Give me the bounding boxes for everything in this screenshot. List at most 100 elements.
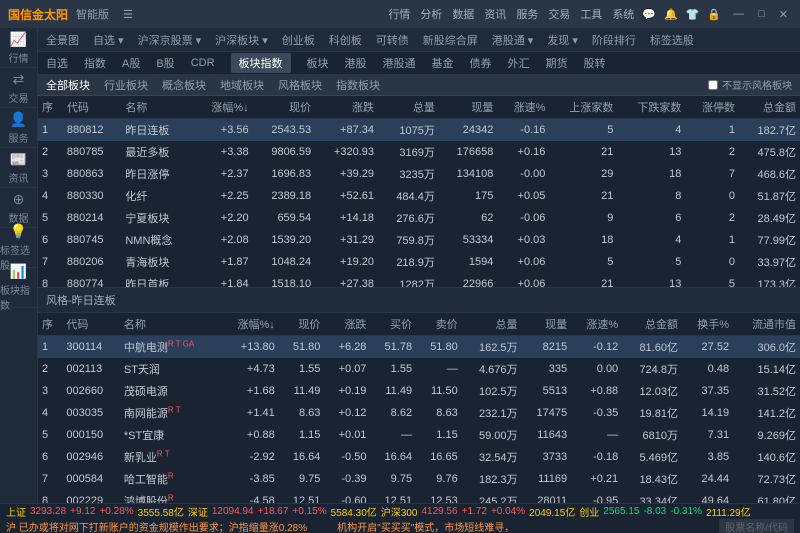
maximize-icon[interactable]: □ (754, 8, 769, 21)
tab-item[interactable]: 阶段排行 (592, 32, 636, 48)
col-header[interactable]: 现价 (253, 96, 315, 119)
tab-item[interactable]: 指数 (84, 55, 106, 71)
tab-item[interactable]: 发现 ▾ (547, 32, 578, 48)
col-header[interactable]: 涨幅%↓ (221, 313, 279, 336)
tab-item[interactable]: A股 (122, 55, 140, 71)
tab-item[interactable]: 全景图 (46, 32, 79, 48)
tab-item[interactable]: 风格板块 (278, 77, 322, 93)
col-header[interactable]: 买价 (370, 313, 416, 336)
col-header[interactable]: 涨速% (571, 313, 622, 336)
table-row[interactable]: 5000150*ST宜康+0.881.15+0.01—1.1559.00万116… (38, 424, 800, 446)
col-header[interactable]: 总量 (462, 313, 522, 336)
col-header[interactable]: 代码 (63, 96, 122, 119)
tab-item[interactable]: 港股 (345, 55, 367, 71)
top-menu-item[interactable]: 工具 (580, 6, 602, 22)
tab-item[interactable]: 自选 ▾ (93, 32, 124, 48)
col-header[interactable]: 总金额 (739, 96, 800, 119)
table-row[interactable]: 1300114中航电测R T GA+13.8051.80+6.2851.7851… (38, 335, 800, 358)
sidebar-item[interactable]: 📰资讯 (0, 148, 37, 188)
col-header[interactable]: 上涨家数 (549, 96, 617, 119)
sidebar-item[interactable]: ⇄交易 (0, 68, 37, 108)
sidebar-item[interactable]: 💡标签选股 (0, 228, 37, 268)
table-row[interactable]: 1880812昨日连板+3.562543.53+87.341075万24342-… (38, 119, 800, 142)
tab-item[interactable]: 港股通 (383, 55, 416, 71)
col-header[interactable]: 涨跌 (315, 96, 378, 119)
table-row[interactable]: 5880214宁夏板块+2.20659.54+14.18276.6万62-0.0… (38, 207, 800, 229)
top-menu-item[interactable]: 系统 (612, 6, 634, 22)
tab-item[interactable]: 沪深板块 ▾ (215, 32, 268, 48)
col-header[interactable]: 涨跌 (324, 313, 370, 336)
tab-item[interactable]: 行业板块 (104, 77, 148, 93)
col-header[interactable]: 涨幅%↓ (193, 96, 252, 119)
tab-item[interactable]: 债券 (470, 55, 492, 71)
tab-item[interactable]: 板块指数 (231, 53, 291, 73)
table-row[interactable]: 3880863昨日涨停+2.371696.83+39.293235万134108… (38, 163, 800, 185)
tab-item[interactable]: 概念板块 (162, 77, 206, 93)
bell-icon[interactable]: 🔔 (664, 8, 678, 21)
col-header[interactable]: 现量 (439, 96, 498, 119)
tab-item[interactable]: 全部板块 (46, 77, 90, 93)
top-menu-item[interactable]: 数据 (452, 6, 474, 22)
tab-item[interactable]: 可转债 (376, 32, 409, 48)
tab-item[interactable]: 港股通 ▾ (492, 32, 534, 48)
tab-item[interactable]: 外汇 (508, 55, 530, 71)
table-row[interactable]: 4003035南网能源R T+1.418.63+0.128.628.63232.… (38, 402, 800, 424)
lock-icon[interactable]: 🔒 (707, 8, 721, 21)
col-header[interactable]: 卖价 (416, 313, 462, 336)
sidebar-item[interactable]: 👤服务 (0, 108, 37, 148)
sidebar-item[interactable]: 📊板块指数 (0, 268, 37, 308)
col-header[interactable]: 总量 (378, 96, 439, 119)
table-row[interactable]: 2002113ST天润+4.731.55+0.071.55—4.676万3350… (38, 358, 800, 380)
col-header[interactable]: 现价 (279, 313, 325, 336)
table-row[interactable]: 6880745NMN概念+2.081539.20+31.29759.8万5333… (38, 229, 800, 251)
col-header[interactable]: 序 (38, 96, 63, 119)
tab-item[interactable]: 新股综合屏 (423, 32, 478, 48)
col-header[interactable]: 名称 (120, 313, 221, 336)
tab-item[interactable]: 指数板块 (336, 77, 380, 93)
tab-item[interactable]: B股 (156, 55, 174, 71)
col-header[interactable]: 涨停数 (685, 96, 739, 119)
table-row[interactable]: 3002660茂硕电源+1.6811.49+0.1911.4911.50102.… (38, 380, 800, 402)
top-menu-item[interactable]: 服务 (516, 6, 538, 22)
minimize-icon[interactable]: — (729, 8, 748, 21)
table-row[interactable]: 2880785最近多板+3.389806.59+320.933169万17665… (38, 141, 800, 163)
chat-icon[interactable]: 💬 (642, 8, 656, 21)
col-header[interactable]: 流通市值 (733, 313, 800, 336)
table-row[interactable]: 8880774昨日首板+1.841518.10+27.381282万22966+… (38, 273, 800, 287)
col-header[interactable]: 现量 (522, 313, 572, 336)
list-icon[interactable]: ☰ (123, 8, 133, 21)
tab-item[interactable]: 标签选股 (650, 32, 694, 48)
col-header[interactable]: 下跌家数 (617, 96, 685, 119)
col-header[interactable]: 总金额 (622, 313, 682, 336)
tab-item[interactable]: 自选 (46, 55, 68, 71)
col-header[interactable]: 代码 (62, 313, 119, 336)
tab-item[interactable]: 创业板 (282, 32, 315, 48)
tab-item[interactable]: CDR (191, 57, 215, 69)
hide-style-checkbox[interactable] (708, 80, 718, 90)
col-header[interactable]: 涨速% (497, 96, 549, 119)
hide-style-checkbox-wrap[interactable]: 不显示风格板块 (708, 77, 792, 92)
tab-item[interactable]: 基金 (432, 55, 454, 71)
shirt-icon[interactable]: 👕 (686, 8, 700, 21)
sidebar-item[interactable]: 📈行情 (0, 28, 37, 68)
table-row[interactable]: 6002946新乳业R T-2.9216.64-0.5016.6416.6532… (38, 446, 800, 468)
tab-item[interactable]: 地域板块 (220, 77, 264, 93)
table-row[interactable]: 7000584哈工智能R-3.859.75-0.399.759.76182.3万… (38, 468, 800, 490)
table-row[interactable]: 8002229鸿博股份R-4.5812.51-0.6012.5112.53245… (38, 490, 800, 504)
col-header[interactable]: 序 (38, 313, 62, 336)
tab-item[interactable]: 股转 (584, 55, 606, 71)
col-header[interactable]: 换手% (682, 313, 733, 336)
col-header[interactable]: 名称 (121, 96, 193, 119)
top-menu-item[interactable]: 行情 (388, 6, 410, 22)
table-row[interactable]: 7880206青海板块+1.871048.24+19.20218.9万1594+… (38, 251, 800, 273)
table-row[interactable]: 4880330化纤+2.252389.18+52.61484.4万175+0.0… (38, 185, 800, 207)
top-menu-item[interactable]: 分析 (420, 6, 442, 22)
close-icon[interactable]: ✕ (775, 8, 792, 21)
tab-item[interactable]: 科创板 (329, 32, 362, 48)
search-input[interactable]: 股票名称/代码 (719, 519, 794, 533)
top-menu-item[interactable]: 资讯 (484, 6, 506, 22)
tab-item[interactable]: 沪深京股票 ▾ (138, 32, 202, 48)
top-menu-item[interactable]: 交易 (548, 6, 570, 22)
tab-item[interactable]: 板块 (307, 55, 329, 71)
sidebar-item[interactable]: ⊕数据 (0, 188, 37, 228)
